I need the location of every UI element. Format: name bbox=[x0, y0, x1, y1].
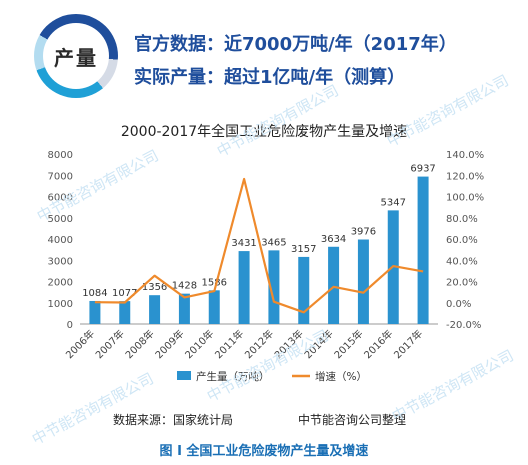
bar-value-label: 1077 bbox=[112, 288, 137, 299]
legend-bar-label: 产生量（万吨） bbox=[196, 370, 270, 383]
x-tick-label: 2016年 bbox=[361, 327, 395, 361]
growth-line bbox=[94, 177, 424, 314]
legend-line-label: 增速（%） bbox=[315, 370, 367, 383]
y-right-tick-label: 140.0% bbox=[446, 150, 484, 161]
x-tick-label: 2011年 bbox=[212, 327, 246, 361]
bar bbox=[328, 246, 340, 324]
bar bbox=[89, 300, 101, 324]
y-right-tick-label: -20.0% bbox=[446, 320, 481, 331]
y-left-tick-label: 1000 bbox=[48, 299, 73, 310]
compiler-note: 中节能咨询公司整理 bbox=[298, 413, 407, 427]
bar-value-label: 5347 bbox=[381, 197, 406, 208]
bar-value-label: 1356 bbox=[142, 282, 167, 293]
legend-bar-swatch bbox=[177, 371, 191, 380]
chart-title: 2000-2017年全国工业危险废物产生量及增速 bbox=[121, 123, 407, 140]
header-banner: 产量 官方数据：近7000万吨/年（2017年） 实际产量：超过1亿吨/年（测算… bbox=[0, 0, 528, 110]
x-tick-label: 2015年 bbox=[331, 327, 365, 361]
y-left-tick-label: 6000 bbox=[48, 193, 73, 204]
bar bbox=[298, 256, 310, 324]
x-tick-label: 2006年 bbox=[63, 327, 97, 361]
bar-value-label: 6937 bbox=[410, 164, 435, 175]
x-tick-label: 2017年 bbox=[391, 327, 425, 361]
y-left-tick-label: 7000 bbox=[48, 171, 73, 182]
bar bbox=[119, 301, 131, 324]
bar-value-label: 3976 bbox=[351, 227, 376, 238]
y-right-tick-label: 120.0% bbox=[446, 171, 484, 182]
badge-ring: 产量 bbox=[34, 14, 118, 98]
y-right-tick-label: 100.0% bbox=[446, 193, 484, 204]
bar-value-label: 3634 bbox=[321, 234, 346, 245]
bar bbox=[178, 293, 190, 324]
bar-value-label: 3431 bbox=[231, 238, 256, 249]
bar-value-label: 3465 bbox=[261, 237, 286, 248]
y-left-tick-label: 3000 bbox=[48, 256, 73, 267]
badge-label: 产量 bbox=[43, 23, 109, 89]
headline-official: 官方数据：近7000万吨/年（2017年） bbox=[134, 34, 457, 55]
bar bbox=[149, 295, 161, 324]
y-right-tick-label: 20.0% bbox=[446, 278, 478, 289]
y-left-tick-label: 4000 bbox=[48, 235, 73, 246]
headline-actual: 实际产量：超过1亿吨/年（测算） bbox=[134, 67, 406, 88]
y-right-tick-label: 60.0% bbox=[446, 235, 478, 246]
y-left-tick-label: 2000 bbox=[48, 278, 73, 289]
chart-svg: 2000-2017年全国工业危险废物产生量及增速 0 1000 2000 3000 400… bbox=[48, 123, 485, 383]
x-tick-label: 2010年 bbox=[182, 327, 216, 361]
source-note: 数据来源：国家统计局 bbox=[113, 413, 234, 427]
bar bbox=[238, 251, 250, 324]
y-left-tick-label: 8000 bbox=[48, 150, 73, 161]
bar bbox=[357, 239, 369, 324]
x-tick-label: 2009年 bbox=[152, 327, 186, 361]
bar-value-label: 3157 bbox=[291, 244, 316, 255]
y-left-tick-label: 5000 bbox=[48, 214, 73, 225]
x-tick-label: 2008年 bbox=[122, 327, 156, 361]
bar bbox=[268, 250, 280, 324]
bar bbox=[208, 290, 220, 324]
y-right-tick-label: 80.0% bbox=[446, 214, 478, 225]
bar bbox=[417, 176, 429, 324]
y-right-tick-label: 0.0% bbox=[446, 299, 471, 310]
y-right-tick-label: 40.0% bbox=[446, 256, 478, 267]
y-left-tick-label: 0 bbox=[67, 320, 73, 331]
bar-value-label: 1428 bbox=[172, 281, 197, 292]
bar-value-label: 1586 bbox=[202, 277, 227, 288]
figure-caption: 图 I 全国工业危险废物产生量及增速 bbox=[159, 444, 369, 459]
bar-value-label: 1084 bbox=[82, 288, 107, 299]
x-tick-label: 2007年 bbox=[93, 327, 127, 361]
